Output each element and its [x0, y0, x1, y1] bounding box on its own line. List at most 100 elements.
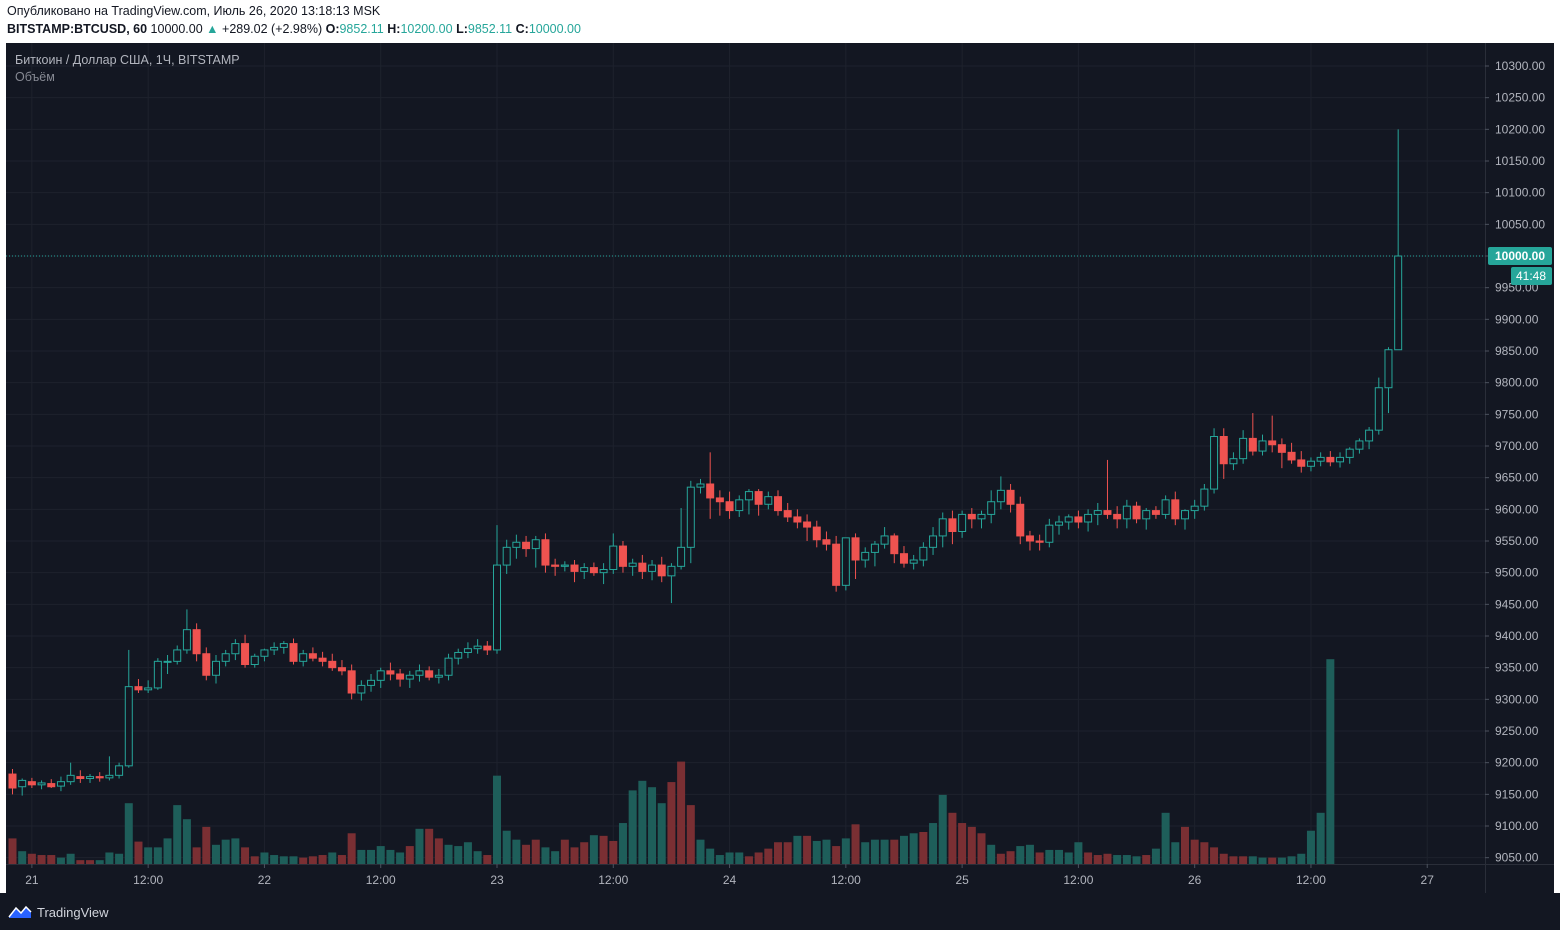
volume-bar — [502, 830, 511, 864]
candle-body — [95, 776, 104, 779]
volume-bar — [86, 860, 95, 864]
volume-bar — [1268, 857, 1277, 864]
volume-bar — [657, 803, 666, 864]
candle-body — [483, 645, 492, 651]
candle-body — [1035, 540, 1044, 543]
candle-body — [241, 643, 250, 665]
volume-bar — [328, 852, 337, 864]
candle-body — [231, 643, 240, 655]
volume-bar — [725, 852, 734, 864]
candle-body — [425, 670, 434, 678]
price-axis-label: 9500.00 — [1495, 566, 1539, 580]
tradingview-logo[interactable]: TradingView — [8, 904, 109, 920]
candle-body — [696, 483, 705, 488]
candle-body — [367, 679, 376, 686]
candle-body — [899, 553, 908, 564]
candle-body — [1277, 444, 1286, 453]
candle-body — [405, 674, 414, 680]
candle-body — [1229, 458, 1238, 465]
candle-body — [134, 686, 143, 691]
volume-bar — [764, 848, 773, 864]
candle-body — [396, 673, 405, 680]
price-chart[interactable]: 9050.00 9100.00 9150.00 9200.00 9250.00 9300.… — [6, 43, 1554, 893]
candle-body — [1025, 535, 1034, 542]
volume-bar — [124, 803, 133, 864]
candle-body — [967, 513, 976, 520]
candle-body — [541, 539, 550, 566]
candle-body — [909, 559, 918, 564]
candle-body — [1064, 516, 1073, 523]
candle-body — [173, 649, 182, 662]
candle-body — [37, 782, 46, 786]
volume-bar — [337, 855, 346, 864]
volume-bar — [1171, 842, 1180, 864]
candle-body — [764, 496, 773, 505]
time-axis-label: 12:00 — [366, 873, 396, 887]
volume-bar — [560, 839, 569, 864]
volume-bar — [425, 828, 434, 864]
volume-bar — [958, 823, 967, 864]
volume-bar — [463, 842, 472, 864]
volume-bar — [357, 849, 366, 864]
candle-body — [211, 660, 220, 676]
volume-bar — [1180, 826, 1189, 864]
volume-bar — [289, 856, 298, 864]
price-axis-label: 9550.00 — [1495, 534, 1539, 548]
volume-bar — [221, 839, 230, 864]
volume-bar — [1248, 856, 1257, 864]
candle-body — [66, 774, 75, 783]
candle-body — [560, 564, 569, 567]
candle-body — [1210, 436, 1219, 490]
candle-body — [76, 776, 85, 779]
candle-body — [163, 660, 172, 663]
up-arrow-icon: ▲ — [206, 22, 219, 36]
candle-body — [1248, 437, 1257, 452]
chart-legend-title: Биткоин / Доллар США, 1Ч, BITSTAMP — [15, 53, 240, 67]
candle-body — [1374, 387, 1383, 431]
volume-bar — [27, 853, 36, 864]
candle-body — [1132, 505, 1141, 520]
candle-body — [357, 684, 366, 694]
volume-bar — [192, 847, 201, 864]
chart-area[interactable]: 9050.00 9100.00 9150.00 9200.00 9250.00 9300.… — [6, 43, 1554, 893]
volume-bar — [609, 840, 618, 864]
volume-bar — [454, 846, 463, 864]
candle-body — [522, 541, 531, 550]
candle-body — [347, 670, 356, 694]
tradingview-logo-icon — [8, 905, 32, 918]
low-value: 9852.11 — [467, 22, 513, 36]
candle-body — [1345, 448, 1354, 458]
volume-bar — [1297, 853, 1306, 864]
volume-bar — [18, 851, 27, 864]
candle-body — [115, 765, 124, 776]
candle-body — [725, 501, 734, 512]
candle-body — [192, 629, 201, 655]
volume-bar — [299, 857, 308, 864]
volume-bar — [250, 856, 259, 864]
volume-bar — [1210, 847, 1219, 864]
candle-body — [822, 539, 831, 545]
candle-body — [628, 562, 637, 567]
last-price-badge — [1488, 247, 1552, 265]
volume-bar — [376, 846, 385, 864]
last-price: 10000.00 — [150, 22, 203, 36]
volume-bar — [667, 782, 676, 864]
price-axis-label: 9100.00 — [1495, 819, 1539, 833]
volume-bar — [1151, 848, 1160, 864]
time-axis-label: 24 — [723, 873, 737, 887]
candle-body — [512, 541, 521, 548]
volume-bar — [938, 794, 947, 864]
volume-bar — [841, 838, 850, 864]
volume-bar — [1093, 855, 1102, 864]
candle-body — [1200, 488, 1209, 507]
time-axis-label: 25 — [955, 873, 969, 887]
candle-body — [870, 543, 879, 553]
candle-body — [502, 546, 511, 566]
tradingview-brand: TradingView — [37, 904, 109, 920]
volume-legend: Объём — [15, 70, 55, 84]
candle-body — [667, 565, 676, 577]
volume-bar — [1025, 844, 1034, 864]
volume-bar — [473, 851, 482, 864]
volume-bar — [367, 849, 376, 864]
volume-bar — [134, 841, 143, 864]
